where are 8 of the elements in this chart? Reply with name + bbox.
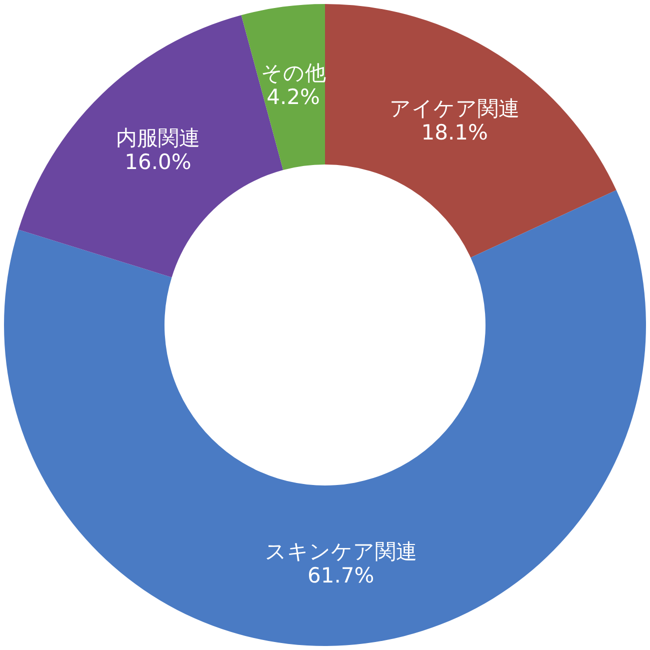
slice-label: その他 [260,60,326,85]
slice-label: スキンケア関連 [264,540,417,564]
data-label: 4.2% [266,84,320,109]
slice-label: アイケア関連 [390,96,520,121]
slice-label: 内服関連 [116,126,200,150]
data-label: 61.7% [308,564,374,588]
data-label: 18.1% [421,120,488,145]
data-label: 16.0% [124,150,192,174]
